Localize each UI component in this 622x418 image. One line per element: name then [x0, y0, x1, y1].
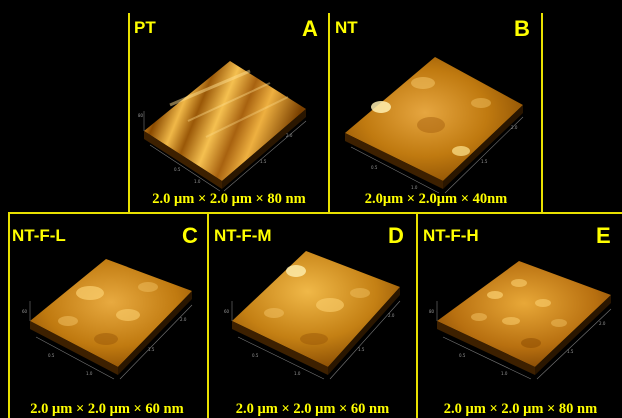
svg-text:80: 80: [429, 309, 435, 314]
svg-text:1.5: 1.5: [148, 347, 155, 352]
panel-a: 80 0.5 1.0 1.5 2.0 PT A 2.0 μm × 2.0 μm …: [130, 13, 328, 211]
divider-top-left: [128, 13, 130, 213]
panel-c-surface-image: 60 0.5 1.0 1.5 2.0: [22, 259, 193, 380]
svg-text:1.0: 1.0: [86, 371, 93, 376]
panel-d-scan-size-caption: 2.0 μm × 2.0 μm × 60 nm: [235, 401, 390, 417]
divider-left-edge: [8, 212, 10, 418]
panel-a-letter-label: A: [302, 16, 318, 41]
panel-b-surface-image: 0.5 1.0 1.5 2.0: [345, 57, 524, 194]
panel-e-letter-label: E: [596, 223, 611, 248]
svg-text:0.5: 0.5: [371, 165, 378, 170]
panel-d-surface-image: 60 0.5 1.0 1.5 2.0: [224, 251, 401, 380]
svg-text:2.0: 2.0: [511, 125, 518, 130]
svg-text:1.5: 1.5: [567, 349, 574, 354]
panel-e-sample-label: NT-F-H: [423, 226, 479, 245]
svg-text:2.0: 2.0: [388, 313, 395, 318]
svg-text:1.5: 1.5: [260, 159, 267, 164]
svg-text:1.5: 1.5: [481, 159, 488, 164]
panel-b: 0.5 1.0 1.5 2.0 NT B 2.0μm × 2.0μm × 40n…: [331, 13, 541, 211]
panel-c-sample-label: NT-F-L: [12, 226, 66, 245]
svg-text:0.5: 0.5: [174, 167, 181, 172]
divider-bottom-left: [207, 214, 209, 418]
svg-text:60: 60: [224, 309, 230, 314]
svg-text:2.0: 2.0: [599, 321, 606, 326]
panel-d: 60 0.5 1.0 1.5 2.0 NT-F-M D 2.0 μm × 2.0…: [210, 217, 415, 418]
panel-c: 60 0.5 1.0 1.5 2.0 NT-F-L C 2.0 μm × 2.0…: [8, 217, 206, 418]
panel-d-sample-label: NT-F-M: [214, 226, 272, 245]
panel-e: 80 0.5 1.0 1.5 2.0 NT-F-H E 2.0 μm × 2.0…: [419, 217, 622, 418]
svg-text:1.0: 1.0: [294, 371, 301, 376]
svg-text:1.5: 1.5: [358, 347, 365, 352]
svg-text:2.0: 2.0: [286, 133, 293, 138]
panel-a-sample-label: PT: [134, 18, 156, 37]
panel-a-surface-image: 80 0.5 1.0 1.5 2.0: [138, 61, 307, 192]
panel-c-letter-label: C: [182, 223, 198, 248]
panel-b-letter-label: B: [514, 16, 530, 41]
svg-text:2.0: 2.0: [180, 317, 187, 322]
panel-b-sample-label: NT: [335, 18, 358, 37]
svg-text:0.5: 0.5: [48, 353, 55, 358]
svg-text:0.5: 0.5: [459, 353, 466, 358]
svg-text:80: 80: [138, 113, 144, 118]
svg-text:0.5: 0.5: [252, 353, 259, 358]
panel-c-scan-size-caption: 2.0 μm × 2.0 μm × 60 nm: [30, 401, 184, 417]
panel-e-surface-image: 80 0.5 1.0 1.5 2.0: [429, 261, 612, 380]
svg-text:1.0: 1.0: [501, 371, 508, 376]
panel-e-scan-size-caption: 2.0 μm × 2.0 μm × 80 nm: [443, 401, 598, 417]
panel-a-scan-size-caption: 2.0 μm × 2.0 μm × 80 nm: [152, 191, 306, 207]
svg-text:1.0: 1.0: [411, 185, 418, 190]
divider-horizontal: [8, 212, 622, 214]
divider-top-middle: [328, 13, 330, 213]
panel-b-scan-size-caption: 2.0μm × 2.0μm × 40nm: [364, 191, 508, 207]
panel-d-letter-label: D: [388, 223, 404, 248]
svg-text:60: 60: [22, 309, 28, 314]
svg-text:1.0: 1.0: [194, 179, 201, 184]
divider-bottom-right: [416, 214, 418, 418]
divider-top-right: [541, 13, 543, 213]
